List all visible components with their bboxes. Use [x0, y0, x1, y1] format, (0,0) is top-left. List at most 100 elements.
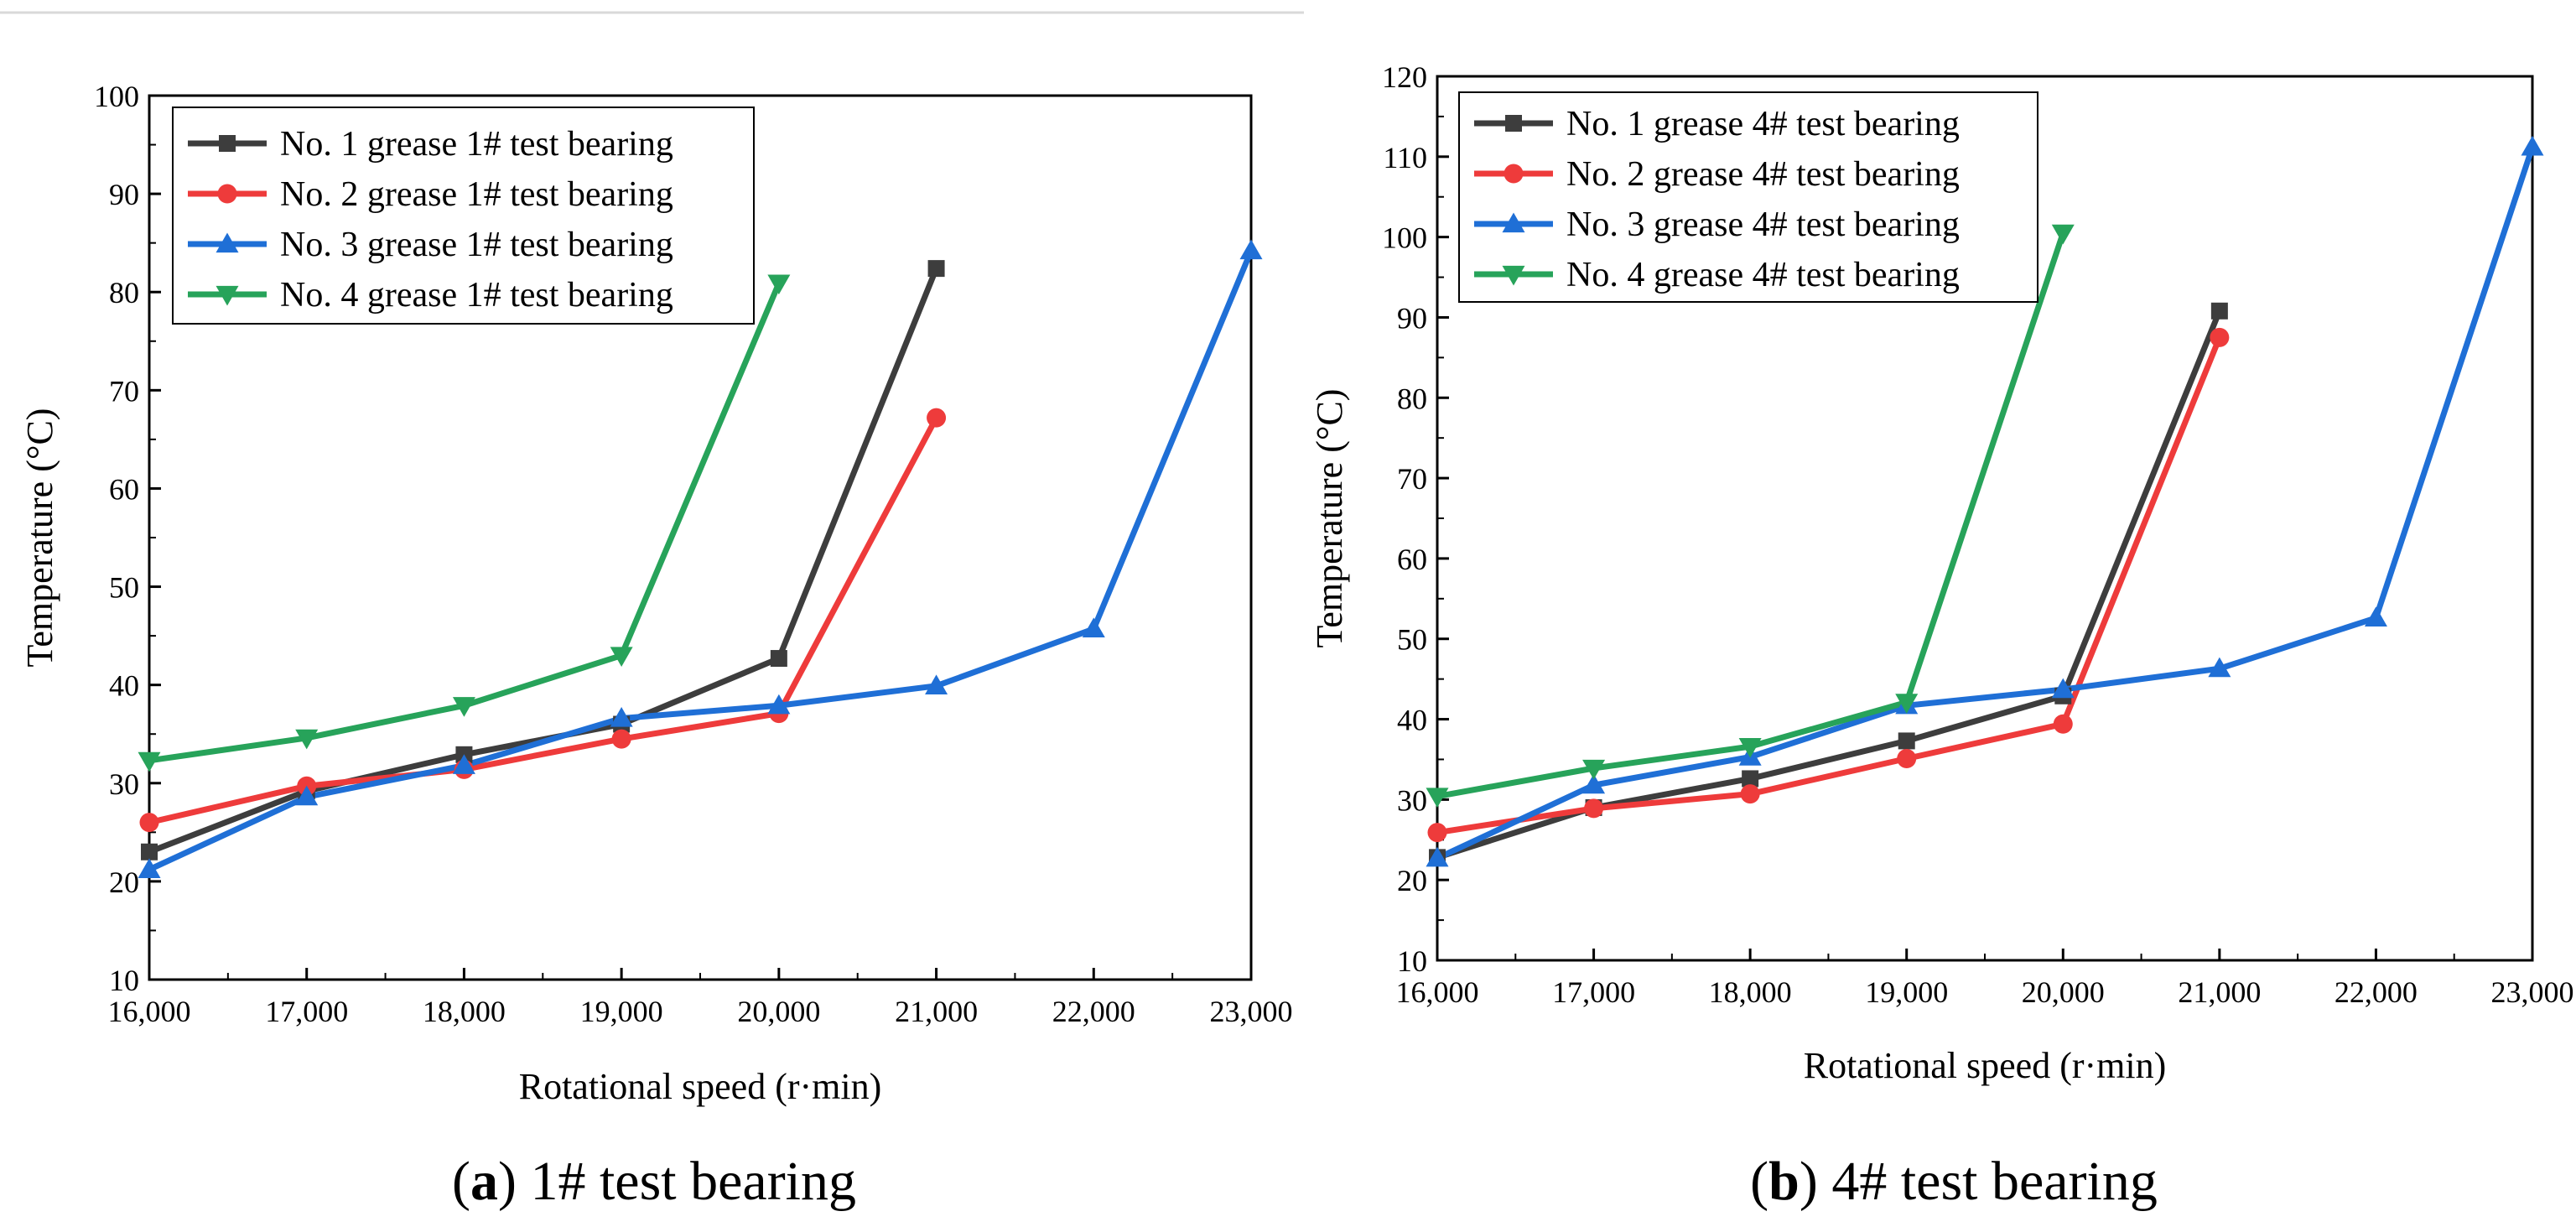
panel-a-series-2-point	[611, 729, 631, 749]
panel-a-legend-box	[172, 107, 755, 325]
panel-b-series-3-line	[1436, 146, 2536, 861]
panel-b-x-axis-label: Rotational speed (r·min)	[1804, 1045, 2167, 1086]
panel-b-legend-box	[1458, 91, 2038, 303]
panel-b-series-4-line	[1436, 231, 2066, 799]
panel-a-x-tick-label: 19,000	[580, 995, 663, 1028]
panel-a-caption-text: 1# test bearing	[530, 1151, 856, 1212]
panel-a-x-tick-label: 22,000	[1052, 995, 1135, 1028]
panel-b-y-tick-label: 40	[1397, 704, 1427, 737]
panel-b-legend: No. 1 grease 4# test bearing No. 2 grease…	[1474, 105, 1960, 294]
panel-b-y-axis-label: Temperature (°C)	[1309, 389, 1350, 648]
panel-a-series-3-line	[148, 249, 1254, 873]
panel-b-y-tick-label: 20	[1397, 864, 1427, 897]
panel-a-x-tick-label: 21,000	[895, 995, 978, 1028]
panel-a-series-3-point	[767, 694, 791, 715]
panel-a-series-3-point	[138, 858, 161, 878]
panel-b-y-tick-label: 90	[1397, 301, 1427, 335]
panel-b-series-1-point	[2210, 302, 2228, 320]
panel-a-series-3-point	[925, 674, 948, 694]
panel-a-y-tick-label: 30	[109, 767, 139, 801]
panel-a-legend-label: No. 2 grease 1# test bearing	[280, 175, 673, 214]
panel-a-x-tick-label: 23,000	[1210, 995, 1293, 1028]
panel-b-x-tick-label: 19,000	[1865, 975, 1948, 1009]
panel-b-y-tick-label: 100	[1382, 221, 1427, 255]
panel-b-series-1-point	[1898, 732, 1915, 750]
panel-a-series-1-line	[148, 267, 939, 855]
panel-a-legend-label: No. 4 grease 1# test bearing	[280, 276, 673, 315]
panel-a-series-3-point	[295, 785, 319, 806]
panel-a-series-3-point	[610, 706, 633, 727]
panel-b-y-tick-label: 50	[1397, 623, 1427, 657]
panel-a-y-axis-label: Temperature (°C)	[19, 408, 60, 668]
panel-b-legend-label: No. 2 grease 4# test bearing	[1566, 155, 1960, 194]
panel-a-x-tick-label: 17,000	[265, 995, 348, 1028]
panel-a-legend: No. 1 grease 1# test bearing No. 2 grease…	[188, 125, 673, 315]
panel-a-legend-swatch-marker	[216, 232, 239, 253]
panel-b-series-1-point	[1742, 770, 1759, 788]
panel-b-series-4-point	[1426, 788, 1449, 808]
panel-b-x-tick-label: 17,000	[1552, 975, 1635, 1009]
panel-a-series-4-point	[452, 697, 475, 717]
panel-b-legend-label: No. 1 grease 4# test bearing	[1566, 105, 1960, 143]
panel-b-x-tick-label: 18,000	[1709, 975, 1792, 1009]
panel-a-series-3-point	[1239, 239, 1263, 260]
panel-b-series-1-line	[1436, 309, 2223, 860]
panel-b-series-3-point	[1582, 773, 1606, 794]
panel-a-series-4-point	[610, 647, 633, 668]
panel-b-series-4-point	[1738, 737, 1762, 758]
panel-a-y-tick-label: 10	[109, 964, 139, 997]
panel-b-y-tick-label: 10	[1397, 944, 1427, 978]
panel-a-legend-label: No. 1 grease 1# test bearing	[280, 125, 673, 164]
panel-b-gridless-ticks: 16,000 17,000 18,000 19,000 20,000 21,000 22,0…	[1382, 60, 2574, 1009]
panel-a-caption-letter: a	[470, 1151, 498, 1212]
panel-a-series-1-point	[927, 260, 945, 278]
panel-a-y-tick-label: 70	[109, 374, 139, 408]
panel-a-y-tick-label: 20	[109, 866, 139, 899]
panel-a-legend-swatch-marker	[217, 184, 237, 204]
panel-a-series-4-point	[767, 274, 791, 295]
panel-b-legend-swatch-marker	[1502, 265, 1525, 286]
panel-b-series-2-line	[1436, 336, 2223, 836]
panel-b-series-3-point	[1426, 846, 1449, 867]
panel-a-x-tick-label: 20,000	[737, 995, 820, 1028]
panel-b-x-tick-label: 22,000	[2334, 975, 2418, 1009]
panel-a-y-tick-label: 80	[109, 276, 139, 309]
panel-a-series	[138, 239, 1263, 878]
panel-b-y-tick-label: 120	[1382, 60, 1427, 94]
panel-b-series-3-point	[2364, 606, 2387, 626]
panel-a-series-3-point	[1082, 617, 1105, 638]
panel-b-series-3-point	[2521, 135, 2544, 156]
panel-a-y-tick-label: 90	[109, 178, 139, 211]
panel-a-series-2-point	[139, 813, 159, 833]
panel-a: 16,000 17,000 18,000 19,000 20,000 21,000 22,0…	[19, 80, 1293, 1212]
panel-b-legend-label: No. 4 grease 4# test bearing	[1566, 256, 1960, 294]
panel-a-x-tick-label: 16,000	[108, 995, 191, 1028]
panel-b-x-tick-label: 23,000	[2491, 975, 2574, 1009]
panel-b-x-tick-label: 21,000	[2178, 975, 2261, 1009]
panel-a-series-1-point	[141, 843, 158, 860]
panel-b-series-2-point	[1740, 784, 1760, 804]
panel-b-series-2-point	[2210, 327, 2230, 347]
panel-b-y-tick-label: 80	[1397, 382, 1427, 415]
panel-a-y-tick-label: 50	[109, 571, 139, 605]
panel-a-series-4-point	[295, 729, 319, 750]
panel-a-x-tick-label: 18,000	[423, 995, 506, 1028]
panel-b-x-tick-label: 16,000	[1396, 975, 1479, 1009]
panel-a-legend-label: No. 3 grease 1# test bearing	[280, 226, 673, 264]
panel-a-series-2-line	[148, 416, 939, 826]
panel-b-y-tick-label: 30	[1397, 783, 1427, 817]
panel-b-caption-letter: b	[1768, 1151, 1800, 1212]
panel-b-y-tick-label: 70	[1397, 462, 1427, 496]
panel-b-series-2-point	[1427, 823, 1447, 843]
panel-b-series-3-point	[2208, 657, 2231, 678]
panel-a-series-1-point	[770, 650, 787, 668]
panel-a-series-4-point	[138, 751, 161, 772]
panel-b-legend-swatch-marker	[1504, 164, 1524, 184]
panel-b-legend-label: No. 3 grease 4# test bearing	[1566, 205, 1960, 244]
panel-b-caption: (b) 4# test bearing	[1750, 1151, 2158, 1212]
panel-a-gridless-ticks: 16,000 17,000 18,000 19,000 20,000 21,000 22,0…	[94, 80, 1293, 1028]
panel-b-x-tick-label: 20,000	[2022, 975, 2105, 1009]
panel-a-y-tick-label: 60	[109, 472, 139, 506]
panel-b-series-2-point	[2053, 714, 2073, 734]
